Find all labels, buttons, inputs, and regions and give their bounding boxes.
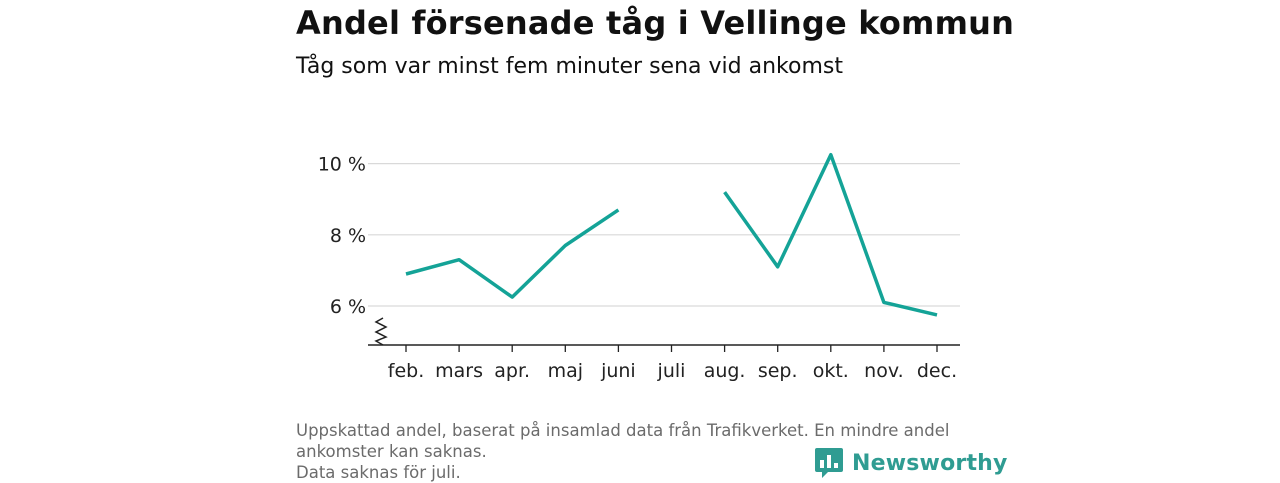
x-tick-label: okt. xyxy=(813,360,849,382)
x-tick-label: sep. xyxy=(758,360,798,382)
x-tick-label: juni xyxy=(600,360,636,382)
x-tick-label: aug. xyxy=(704,360,746,382)
chart-title: Andel försenade tåg i Vellinge kommun xyxy=(296,4,1015,42)
x-tick-label: nov. xyxy=(864,360,903,382)
y-tick-labels: 6 % 8 % 10 % xyxy=(318,154,366,318)
brand-name: Newsworthy xyxy=(852,450,1008,476)
footnote-line-1: Uppskattad andel, baserat på insamlad da… xyxy=(296,421,950,440)
series-lines xyxy=(405,152,938,317)
x-tick-label: apr. xyxy=(494,360,530,382)
y-tick-label: 10 % xyxy=(318,154,366,176)
brand-logo: Newsworthy xyxy=(814,446,1008,480)
chart-subtitle: Tåg som var minst fem minuter sena vid a… xyxy=(296,54,843,79)
y-tick-label: 8 % xyxy=(330,225,366,247)
newsworthy-logo-icon xyxy=(815,448,843,478)
x-tick-label: dec. xyxy=(917,360,957,382)
x-tick-label: mars xyxy=(435,360,483,382)
series-line-segment xyxy=(405,208,620,299)
x-tick-label: feb. xyxy=(388,360,424,382)
footnote-line-2: ankomster kan saknas. xyxy=(296,442,487,461)
x-tick-label: juli xyxy=(657,360,686,382)
x-axis xyxy=(368,317,960,352)
axis-break-icon xyxy=(374,317,388,346)
y-tick-label: 6 % xyxy=(330,296,366,318)
x-tick-label: maj xyxy=(548,360,583,382)
footnote: Uppskattad andel, baserat på insamlad da… xyxy=(296,420,996,483)
x-tick-labels: feb. mars apr. maj juni juli aug. sep. okt. nov. d… xyxy=(388,360,957,382)
series-line-segment xyxy=(723,152,938,317)
footnote-line-3: Data saknas för juli. xyxy=(296,463,461,482)
grid-lines xyxy=(368,163,960,307)
